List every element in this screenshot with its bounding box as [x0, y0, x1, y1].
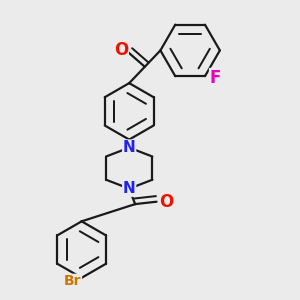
Text: O: O [114, 41, 128, 59]
Text: O: O [159, 193, 173, 211]
Text: F: F [210, 69, 221, 87]
Text: N: N [123, 181, 136, 196]
Text: N: N [123, 140, 136, 155]
Text: Br: Br [64, 274, 82, 288]
